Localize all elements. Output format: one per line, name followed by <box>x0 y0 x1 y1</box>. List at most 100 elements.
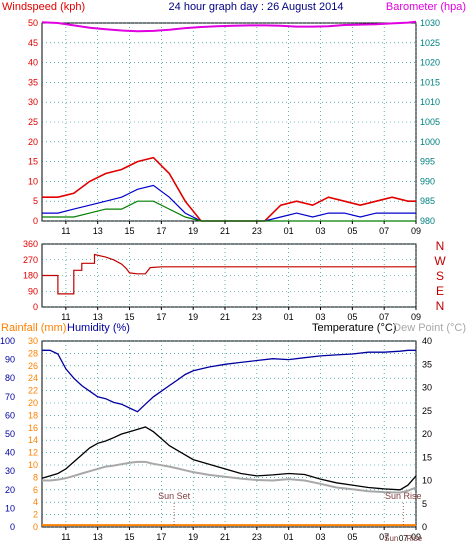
humidity-tick-label: 20 <box>5 485 15 495</box>
temperature-series <box>41 349 417 527</box>
windspeed-ticks: 0 5 10 15 20 25 30 35 40 45 50 <box>28 18 38 226</box>
wind-panel-grid <box>42 22 417 222</box>
rainfall-tick-label: 16 <box>28 423 38 433</box>
x-tick-label: 15 <box>125 532 135 542</box>
temperature-line <box>41 426 417 491</box>
x-tick-label: 09 <box>411 226 421 236</box>
humidity-tick-label: 80 <box>5 373 15 383</box>
temperature-tick-label: 15 <box>422 452 432 462</box>
barometer-tick-label: 995 <box>420 157 435 167</box>
x-tick-label: 17 <box>156 312 166 322</box>
temperature-tick-label: 20 <box>422 429 432 439</box>
rainfall-tick-label: 12 <box>28 448 38 458</box>
x-tick-label: 09 <box>411 532 421 542</box>
sun-rise-bottom-label: Rise <box>406 534 423 543</box>
x-tick-label: 01 <box>284 532 294 542</box>
barometer-tick-label: 1025 <box>420 38 440 48</box>
windspeed-tick-label: 40 <box>28 58 38 68</box>
direction-panel-frame <box>41 243 417 308</box>
rainfall-tick-label: 18 <box>28 410 38 420</box>
x-tick-label: 13 <box>93 312 103 322</box>
x-tick-label: 11 <box>61 532 70 542</box>
windspeed-tick-label: 25 <box>28 117 38 127</box>
windspeed-tick-label: 35 <box>28 77 38 87</box>
temperature-panel-grid <box>42 340 417 528</box>
humidity-tick-label: 90 <box>5 355 15 365</box>
temperature-axis-label: Temperature (°C) <box>312 322 396 334</box>
x-tick-label: 19 <box>188 532 198 542</box>
wind-low-line <box>42 200 416 222</box>
sun-annotation-label: Sun Rise <box>385 491 422 501</box>
sun-rise-bottom-label: 07 <box>399 534 408 543</box>
compass-label: W <box>434 254 446 268</box>
x-tick-label: 05 <box>347 532 357 542</box>
direction-tick-label: 180 <box>23 271 38 281</box>
x-tick-label: 17 <box>156 226 166 236</box>
humidity-tick-label: 10 <box>5 503 15 513</box>
rainfall-tick-label: 4 <box>33 497 38 507</box>
x-tick-label: 03 <box>316 532 326 542</box>
compass-label: N <box>436 239 445 253</box>
temperature-tick-label: 5 <box>422 499 427 509</box>
dewpoint-axis-label: Dew Point (°C) <box>393 322 466 334</box>
dewpoint-line <box>42 460 417 494</box>
x-tick-label: 07 <box>379 312 389 322</box>
x-tick-label: 05 <box>347 312 357 322</box>
x-tick-label: 21 <box>220 312 230 322</box>
direction-series <box>42 253 416 295</box>
rainfall-tick-label: 20 <box>28 398 38 408</box>
temperature-tick-label: 10 <box>422 476 432 486</box>
barometer-ticks: 980 985 990 995 1000 1005 1010 1015 1020 1025 1030 <box>420 18 440 226</box>
barometer-tick-label: 1030 <box>420 18 440 28</box>
humidity-line <box>42 349 416 413</box>
barometer-axis-label: Barometer (hpa) <box>386 1 466 13</box>
humidity-tick-label: 100 <box>0 336 15 346</box>
direction-tick-label: 270 <box>23 255 38 265</box>
barometer-tick-label: 1000 <box>420 137 440 147</box>
x-tick-label: 07 <box>379 532 389 542</box>
windspeed-tick-label: 5 <box>33 196 38 206</box>
barometer-line <box>41 20 417 33</box>
temperature-tick-label: 35 <box>422 359 432 369</box>
x-tick-label: 11 <box>61 312 70 322</box>
x-tick-label: 23 <box>252 312 262 322</box>
x-tick-label: 07 <box>379 226 389 236</box>
temperature-tick-label: 25 <box>422 406 432 416</box>
barometer-tick-label: 980 <box>420 216 435 226</box>
rainfall-tick-label: 0 <box>33 522 38 532</box>
x-tick-label: 05 <box>347 226 357 236</box>
direction-panel-grid <box>42 243 417 308</box>
barometer-tick-label: 1020 <box>420 58 440 68</box>
rainfall-tick-label: 10 <box>28 460 38 470</box>
x-tick-label: 15 <box>125 312 135 322</box>
humidity-tick-label: 60 <box>5 410 15 420</box>
windspeed-tick-label: 15 <box>28 157 38 167</box>
x-tick-label: 01 <box>284 226 294 236</box>
x-tick-label: 03 <box>316 312 326 322</box>
compass-label: E <box>436 284 444 298</box>
humidity-axis-label: Humidity (%) <box>67 322 130 334</box>
rainfall-tick-label: 8 <box>33 472 38 482</box>
wind-panel-frame <box>41 22 417 222</box>
x-tick-label: 17 <box>156 532 166 542</box>
temperature-tick-label: 40 <box>422 336 432 346</box>
windspeed-tick-label: 50 <box>28 18 38 28</box>
rainfall-tick-label: 14 <box>28 435 38 445</box>
barometer-tick-label: 985 <box>420 196 435 206</box>
barometer-tick-label: 1015 <box>420 77 440 87</box>
temperature-tick-label: 30 <box>422 383 432 393</box>
rainfall-tick-label: 6 <box>33 485 38 495</box>
humidity-tick-label: 70 <box>5 392 15 402</box>
temperature-ticks: 0 5 10 15 20 25 30 35 40 <box>422 336 432 532</box>
x-tick-label: 23 <box>252 532 262 542</box>
x-tick-label: 23 <box>252 226 262 236</box>
sun-rise-bottom-label: Sun <box>384 534 398 543</box>
chart-title: 24 hour graph day : 26 August 2014 <box>169 1 344 13</box>
direction-ticks: 0 90 180 270 360 <box>23 239 38 312</box>
wind-series <box>41 20 417 222</box>
